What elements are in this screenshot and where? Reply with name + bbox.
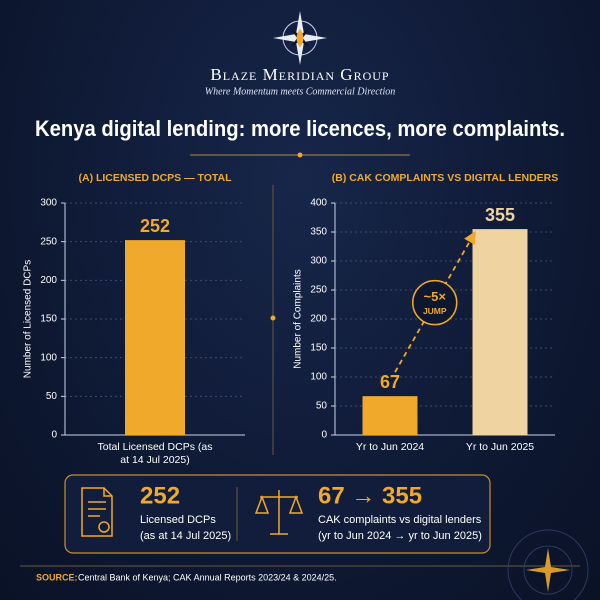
y-axis-label: Number of Licensed DCPs (23, 260, 34, 378)
brand: Blaze Meridian Group (210, 65, 389, 84)
page-title: Kenya digital lending: more licences, mo… (35, 116, 565, 141)
value-label: 252 (140, 216, 170, 236)
summary-label: CAK complaints vs digital lenders (318, 514, 482, 526)
y-tick-label: 0 (321, 430, 327, 441)
y-tick-label: 150 (310, 343, 327, 354)
value-label: 67 (380, 372, 400, 392)
summary-note: (yr to Jun 2024 → yr to Jun 2025) (318, 530, 482, 542)
summary-label: Licensed DCPs (140, 514, 216, 526)
y-tick-label: 200 (310, 314, 327, 325)
y-tick-label: 50 (316, 401, 328, 412)
divider-dot (270, 315, 276, 321)
compass-decoration (507, 529, 589, 600)
y-tick-label: 100 (40, 352, 57, 363)
summary-value: 67 → 355 (318, 482, 422, 509)
logo (273, 11, 327, 65)
x-tick-label: Yr to Jun 2024 (355, 441, 425, 453)
source-label: SOURCE: (36, 572, 78, 582)
y-tick-label: 300 (310, 256, 327, 267)
source-text: Central Bank of Kenya; CAK Annual Report… (78, 572, 337, 582)
x-tick-label: Total Licensed DCPs (as at 14 Jul 2025) (97, 441, 213, 466)
y-tick-label: 350 (310, 227, 327, 238)
summary-value: 252 (140, 482, 180, 509)
scales-icon (254, 490, 304, 535)
x-tick-label: Yr to Jun 2025 (465, 441, 535, 453)
y-tick-label: 100 (310, 372, 327, 383)
tagline: Where Momentum meets Commercial Directio… (205, 86, 396, 97)
summary-note: (as at 14 Jul 2025) (140, 530, 231, 542)
bar (125, 240, 185, 435)
chart-title: (A) LICENSED DCPS — TOTAL (78, 172, 232, 184)
y-tick-label: 300 (40, 198, 57, 209)
divider-dot (297, 152, 303, 158)
y-tick-label: 400 (310, 198, 327, 209)
y-tick-label: 50 (46, 391, 58, 402)
chart-title: (B) CAK COMPLAINTS VS DIGITAL LENDERS (332, 172, 559, 184)
y-tick-label: 200 (40, 275, 57, 286)
value-label: 355 (485, 205, 515, 225)
annotation-sub: JUMP (423, 306, 447, 316)
annotation: ~5× (424, 289, 447, 304)
bar (472, 229, 528, 435)
y-tick-label: 150 (40, 314, 57, 325)
y-tick-label: 250 (310, 285, 327, 296)
bar (362, 396, 418, 435)
document-icon (81, 487, 113, 537)
y-tick-label: 250 (40, 236, 57, 247)
y-tick-label: 0 (51, 430, 57, 441)
y-axis-label: Number of Complaints (293, 269, 304, 368)
annotation-badge (412, 279, 458, 326)
summary-box (64, 474, 491, 554)
